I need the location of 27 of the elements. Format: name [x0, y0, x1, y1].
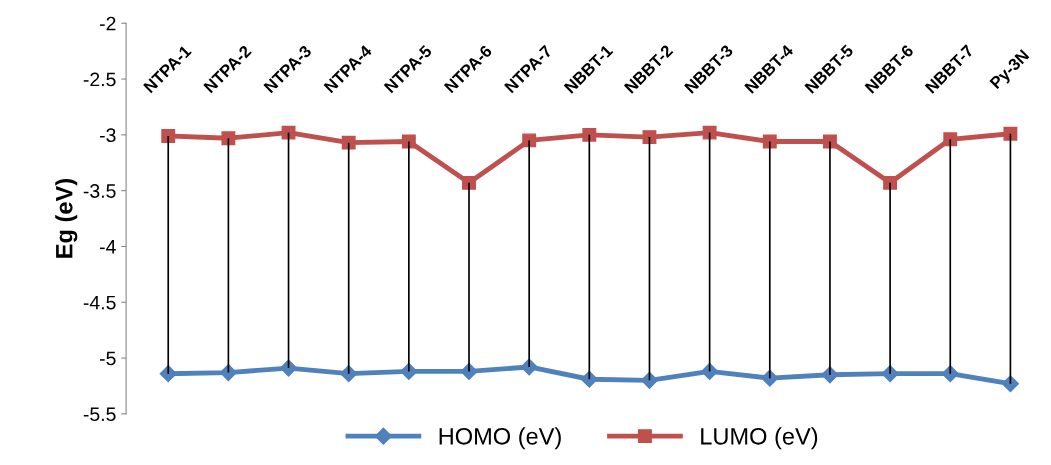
y-tick-label: -5: [99, 351, 116, 366]
point: [640, 371, 659, 389]
y-tick-label: -4: [99, 240, 116, 254]
legend-label: HOMO (eV): [439, 427, 561, 450]
y-tick-label: -3: [99, 128, 116, 143]
y-tick-label: -5.5: [83, 407, 116, 422]
point: [702, 125, 717, 140]
point: [883, 175, 898, 190]
point: [1003, 126, 1018, 141]
y-tick-label: -2.5: [83, 72, 116, 87]
y-tick-label: -2: [99, 16, 116, 31]
point: [582, 127, 597, 142]
point: [943, 132, 958, 147]
point: [281, 125, 296, 140]
point: [701, 362, 719, 380]
point: [522, 133, 537, 148]
point: [219, 364, 237, 382]
point: [341, 135, 356, 150]
legend-label: LUMO (eV): [701, 427, 818, 450]
point: [161, 129, 176, 143]
y-tick-label: -4.5: [83, 295, 116, 310]
y-tick-label: -3.5: [83, 184, 116, 198]
point: [279, 359, 298, 377]
y-axis-title: Eg (eV): [55, 179, 78, 258]
point: [642, 130, 657, 145]
point: [1001, 375, 1019, 393]
point: [221, 131, 236, 146]
